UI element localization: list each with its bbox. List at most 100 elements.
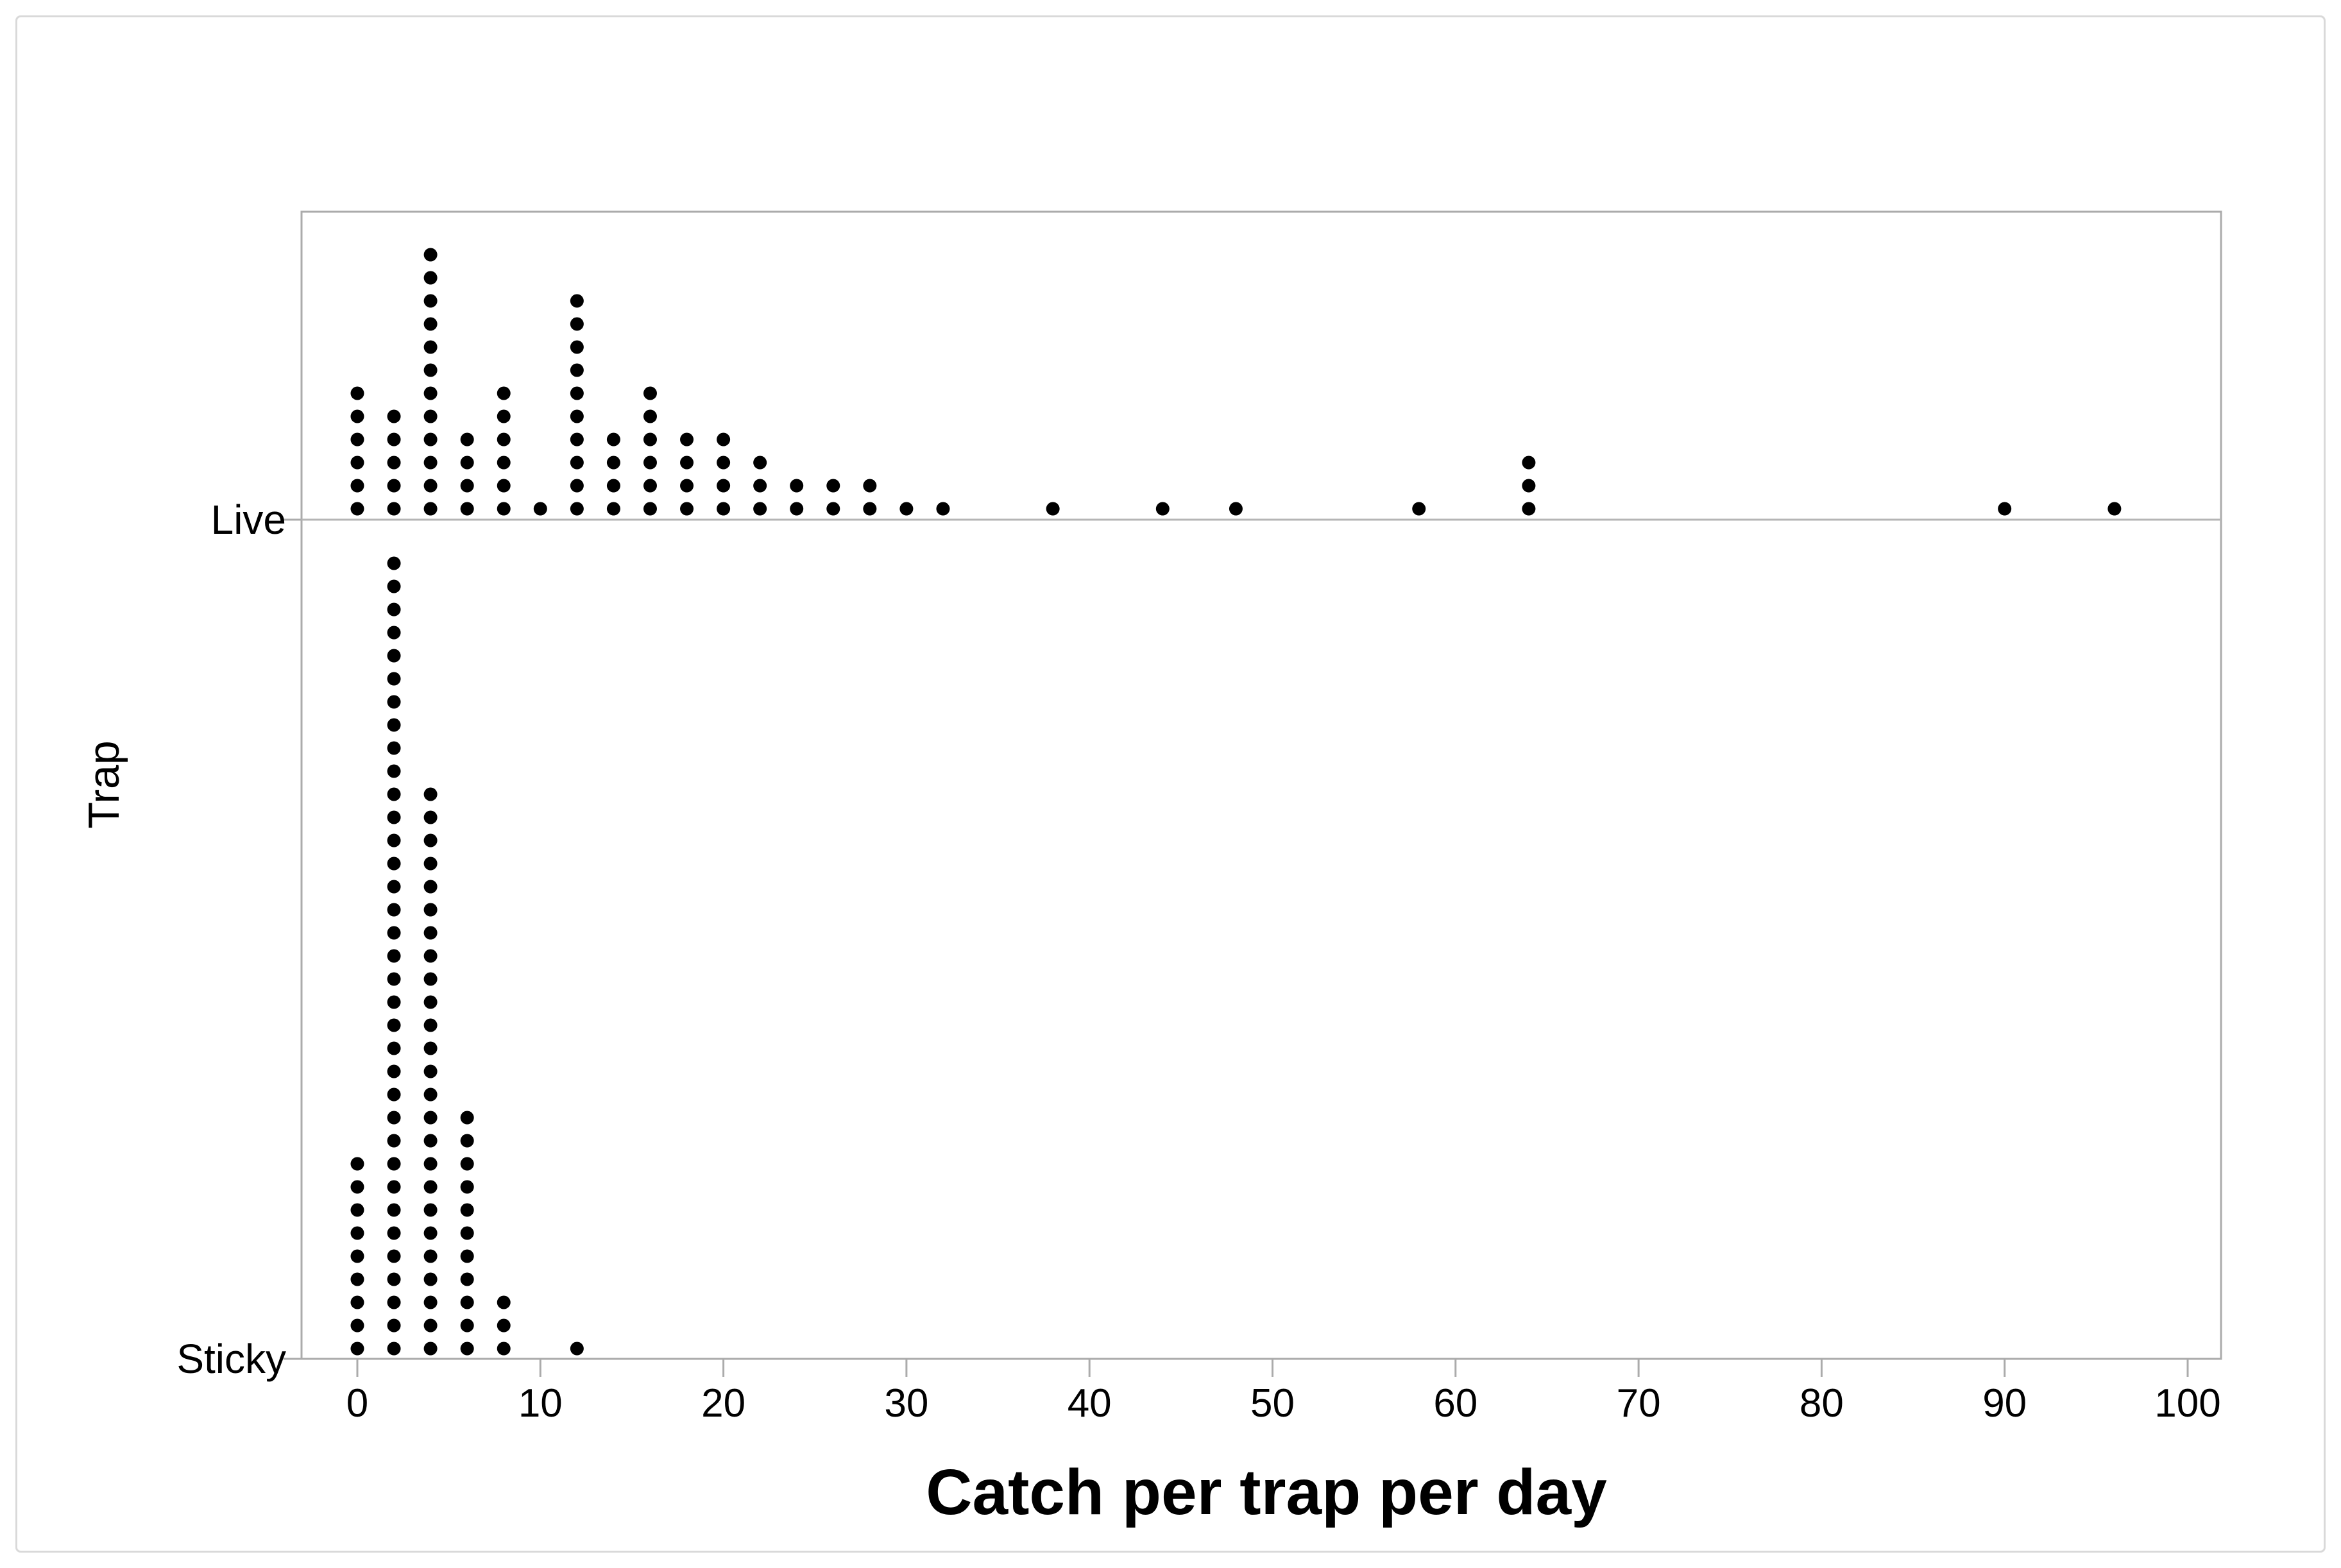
data-dot: [350, 1318, 364, 1333]
data-dot: [423, 432, 438, 447]
data-dot: [423, 1157, 438, 1171]
data-dot: [717, 502, 731, 516]
data-dot: [350, 1226, 364, 1240]
data-dot: [423, 271, 438, 285]
data-dot: [570, 502, 584, 516]
data-dot: [423, 479, 438, 493]
data-dot: [2107, 502, 2122, 516]
data-dot: [350, 1295, 364, 1309]
data-dot: [497, 456, 511, 470]
data-dot: [423, 1134, 438, 1148]
data-dot: [423, 340, 438, 354]
data-dot: [497, 479, 511, 493]
data-dot: [423, 1087, 438, 1102]
data-dot: [423, 1226, 438, 1240]
data-dot: [423, 248, 438, 262]
data-dot: [497, 502, 511, 516]
data-dot: [423, 1295, 438, 1309]
data-dot: [1229, 502, 1243, 516]
data-dot: [460, 456, 474, 470]
data-dot: [423, 409, 438, 423]
x-tick-label: 0: [346, 1381, 368, 1426]
data-dot: [423, 1018, 438, 1032]
data-dot: [497, 432, 511, 447]
data-dot: [387, 1087, 401, 1102]
data-dot: [387, 672, 401, 686]
data-dot: [460, 1180, 474, 1194]
data-dot: [570, 340, 584, 354]
data-dot: [570, 432, 584, 447]
data-dot: [387, 1226, 401, 1240]
data-dot: [863, 479, 877, 493]
data-dot: [899, 502, 914, 516]
data-dot: [423, 810, 438, 824]
x-axis-ticks: 0 10 20 30 40 50 60 70 80 90 100: [346, 1359, 2221, 1426]
data-dot: [460, 1226, 474, 1240]
y-category-label-sticky: Sticky: [176, 1336, 286, 1382]
data-dot: [1046, 502, 1060, 516]
data-dot: [387, 856, 401, 871]
data-dot: [423, 833, 438, 848]
data-dot: [387, 1318, 401, 1333]
data-dot: [423, 317, 438, 331]
data-dot: [423, 1272, 438, 1286]
data-dot: [350, 502, 364, 516]
data-dot: [460, 1249, 474, 1263]
data-dot: [680, 432, 694, 447]
data-dot: [350, 409, 364, 423]
data-dot: [570, 479, 584, 493]
data-dot: [790, 502, 804, 516]
data-dot: [423, 787, 438, 801]
data-dot: [387, 626, 401, 640]
data-dot: [387, 741, 401, 755]
x-tick-label: 50: [1250, 1381, 1295, 1426]
data-dot: [423, 1180, 438, 1194]
data-dot: [387, 1180, 401, 1194]
data-dot: [387, 409, 401, 423]
data-dot: [423, 294, 438, 308]
data-dot: [460, 1295, 474, 1309]
data-dot: [350, 1342, 364, 1356]
data-dot: [460, 1318, 474, 1333]
data-dot: [460, 1111, 474, 1125]
data-dot: [387, 502, 401, 516]
data-dot: [570, 294, 584, 308]
live-dot-stacks: [350, 248, 2122, 516]
data-dot: [387, 479, 401, 493]
data-dot: [423, 949, 438, 963]
data-dot: [606, 479, 620, 493]
data-dot: [606, 502, 620, 516]
data-dot: [350, 1157, 364, 1171]
data-dot: [497, 409, 511, 423]
data-dot: [387, 1157, 401, 1171]
data-dot: [387, 926, 401, 940]
data-dot: [1522, 456, 1536, 470]
data-dot: [643, 386, 657, 400]
data-dot: [936, 502, 950, 516]
data-dot: [423, 1064, 438, 1078]
data-dot: [460, 479, 474, 493]
data-dot: [790, 479, 804, 493]
data-dot: [460, 1157, 474, 1171]
data-dot: [570, 386, 584, 400]
data-dot: [387, 833, 401, 848]
data-dot: [350, 386, 364, 400]
data-dot: [423, 903, 438, 917]
data-dot: [387, 556, 401, 570]
data-dot: [387, 1249, 401, 1263]
data-dot: [460, 1203, 474, 1217]
data-dot: [423, 972, 438, 986]
data-dot: [423, 386, 438, 400]
data-dot: [460, 1134, 474, 1148]
x-tick-label: 90: [1982, 1381, 2027, 1426]
data-dot: [387, 764, 401, 778]
data-dot: [387, 880, 401, 894]
data-dot: [423, 1342, 438, 1356]
data-dot: [387, 1111, 401, 1125]
data-dot: [423, 456, 438, 470]
data-dot: [497, 386, 511, 400]
data-dot: [1412, 502, 1426, 516]
data-dot: [423, 1111, 438, 1125]
data-dot: [387, 1295, 401, 1309]
